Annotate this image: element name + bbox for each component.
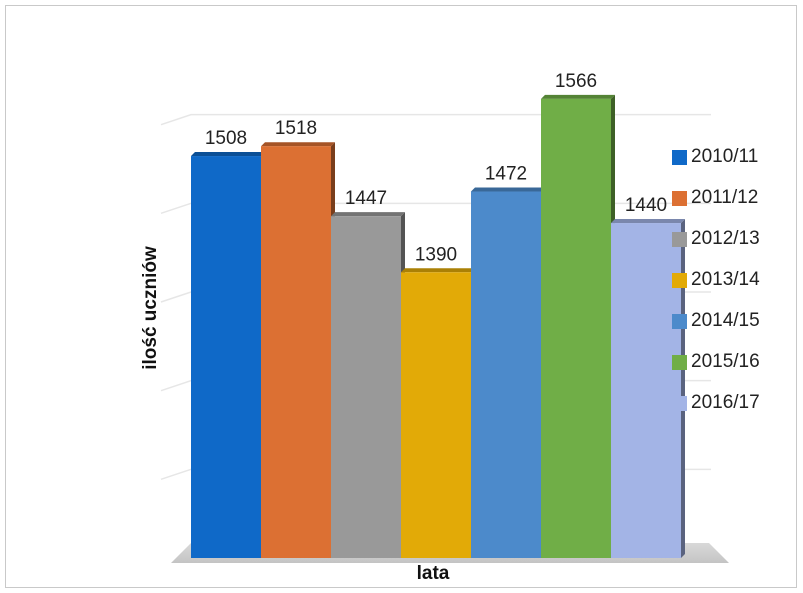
data-label-2012/13: 1447 <box>345 188 387 209</box>
legend-item: 2015/16 <box>672 347 760 377</box>
x-axis-title: lata <box>417 563 450 584</box>
data-label-2015/16: 1566 <box>555 71 597 92</box>
bar-2010/11 <box>191 152 265 559</box>
data-label-2016/17: 1440 <box>625 195 667 216</box>
legend-item: 2013/14 <box>672 265 760 295</box>
bar-2015/16 <box>541 94 615 559</box>
data-label-2011/12: 1518 <box>275 118 317 139</box>
bar-2013/14 <box>401 268 475 558</box>
data-label-2014/15: 1472 <box>485 164 527 185</box>
legend-swatch <box>672 231 687 247</box>
y-axis-title: ilość uczniów <box>140 246 161 370</box>
chart-frame: 1508 1518 1447 1390 1472 1566 1440 lata ilość … <box>5 5 797 588</box>
bar-chart: 1508 1518 1447 1390 1472 1566 1440 lata ilość … <box>140 71 729 584</box>
bar-2014/15 <box>471 187 545 558</box>
legend-swatch <box>672 354 687 370</box>
gridline <box>160 113 711 126</box>
legend-item: 2011/12 <box>672 183 760 213</box>
legend-label: 2011/12 <box>691 187 759 208</box>
data-label-2013/14: 1390 <box>415 244 457 265</box>
legend-item: 2016/17 <box>672 388 760 418</box>
bars <box>191 94 685 559</box>
legend-swatch <box>672 313 687 329</box>
legend: 2010/11 2011/12 2012/13 2013/14 2014/15 2015/… <box>672 142 760 429</box>
bar-2011/12 <box>261 142 335 558</box>
legend-item: 2010/11 <box>672 142 760 172</box>
legend-label: 2013/14 <box>691 269 760 290</box>
data-labels: 1508 1518 1447 1390 1472 1566 1440 <box>205 71 667 265</box>
data-label-2010/11: 1508 <box>205 128 247 149</box>
legend-label: 2015/16 <box>691 351 760 372</box>
legend-swatch <box>672 149 687 165</box>
legend-swatch <box>672 190 687 206</box>
legend-swatch <box>672 272 687 288</box>
legend-label: 2010/11 <box>691 146 759 167</box>
bar-2012/13 <box>331 212 405 558</box>
legend-label: 2014/15 <box>691 310 760 331</box>
bar-2016/17 <box>611 219 685 558</box>
legend-label: 2016/17 <box>691 392 760 413</box>
legend-item: 2014/15 <box>672 306 760 336</box>
legend-label: 2012/13 <box>691 228 760 249</box>
legend-item: 2012/13 <box>672 224 760 254</box>
legend-swatch <box>672 395 687 411</box>
